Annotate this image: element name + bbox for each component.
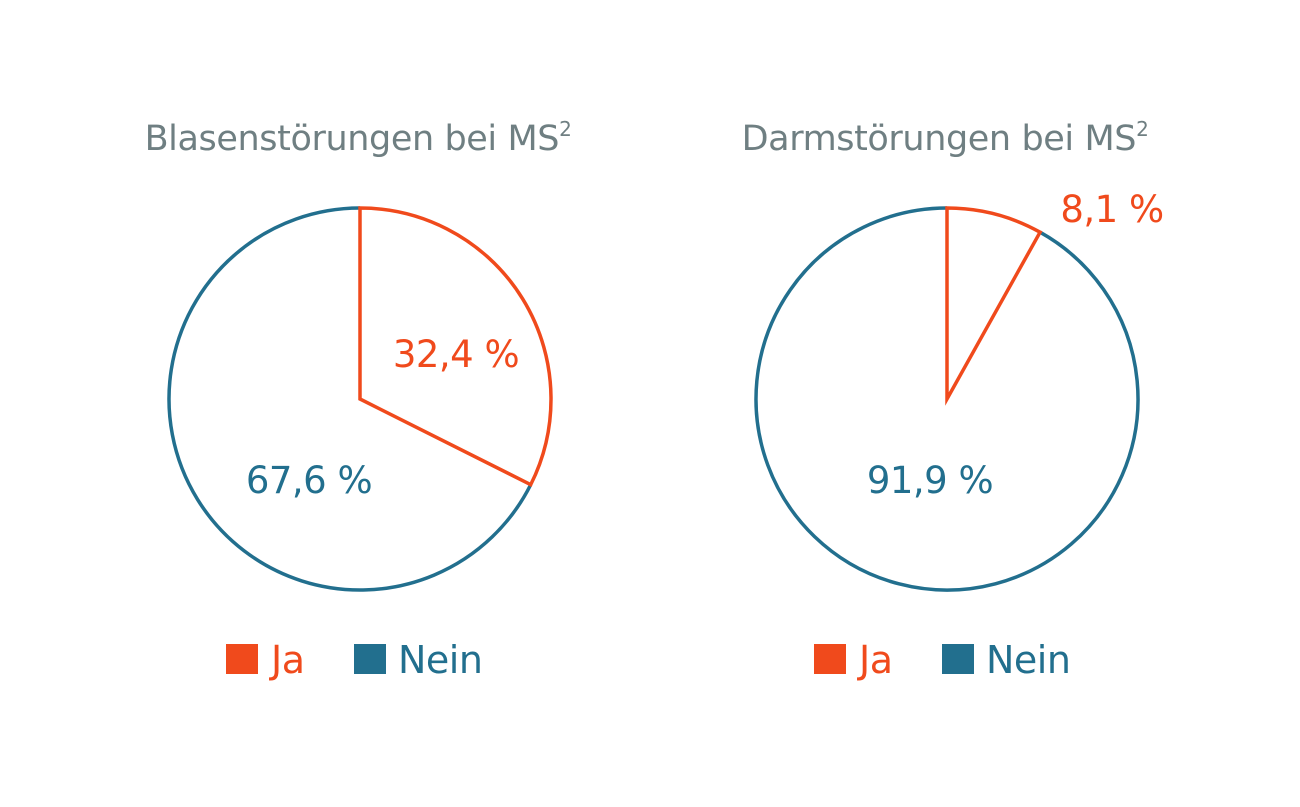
chart-title: Blasenstörungen bei MS2 xyxy=(145,117,572,159)
slice-label-ja: 8,1 % xyxy=(1060,188,1163,231)
legend: Ja Nein xyxy=(814,638,1071,682)
chart-title-text: Darmstörungen bei MS xyxy=(742,119,1136,159)
pie-slice-nein xyxy=(167,206,533,592)
chart-title-superscript: 2 xyxy=(1136,117,1148,141)
chart-title: Darmstörungen bei MS2 xyxy=(742,117,1149,159)
legend-label-ja: Ja xyxy=(857,638,893,682)
pie-chart-darmstoerungen: Darmstörungen bei MS2 8,1 % 91,9 % Ja Ne… xyxy=(742,117,1165,682)
legend-swatch-ja xyxy=(226,644,258,674)
pie xyxy=(167,206,553,592)
legend-label-nein: Nein xyxy=(398,638,482,682)
legend-swatch-ja xyxy=(814,644,846,674)
legend-swatch-nein xyxy=(942,644,974,674)
slice-label-nein: 91,9 % xyxy=(867,459,993,502)
pie-slice-nein xyxy=(754,206,1140,592)
pie-slice-ja xyxy=(358,206,553,487)
legend-swatch-nein xyxy=(354,644,386,674)
legend: Ja Nein xyxy=(226,638,483,682)
chart-title-text: Blasenstörungen bei MS xyxy=(145,119,560,159)
legend-label-nein: Nein xyxy=(986,638,1070,682)
chart-title-superscript: 2 xyxy=(559,117,571,141)
pie-chart-blasenstoerungen: Blasenstörungen bei MS2 32,4 % 67,6 % Ja… xyxy=(145,117,572,682)
legend-label-ja: Ja xyxy=(269,638,305,682)
slice-label-ja: 32,4 % xyxy=(393,333,519,376)
pie xyxy=(754,206,1140,592)
slice-label-nein: 67,6 % xyxy=(246,459,372,502)
pie-slice-ja xyxy=(945,206,1043,406)
